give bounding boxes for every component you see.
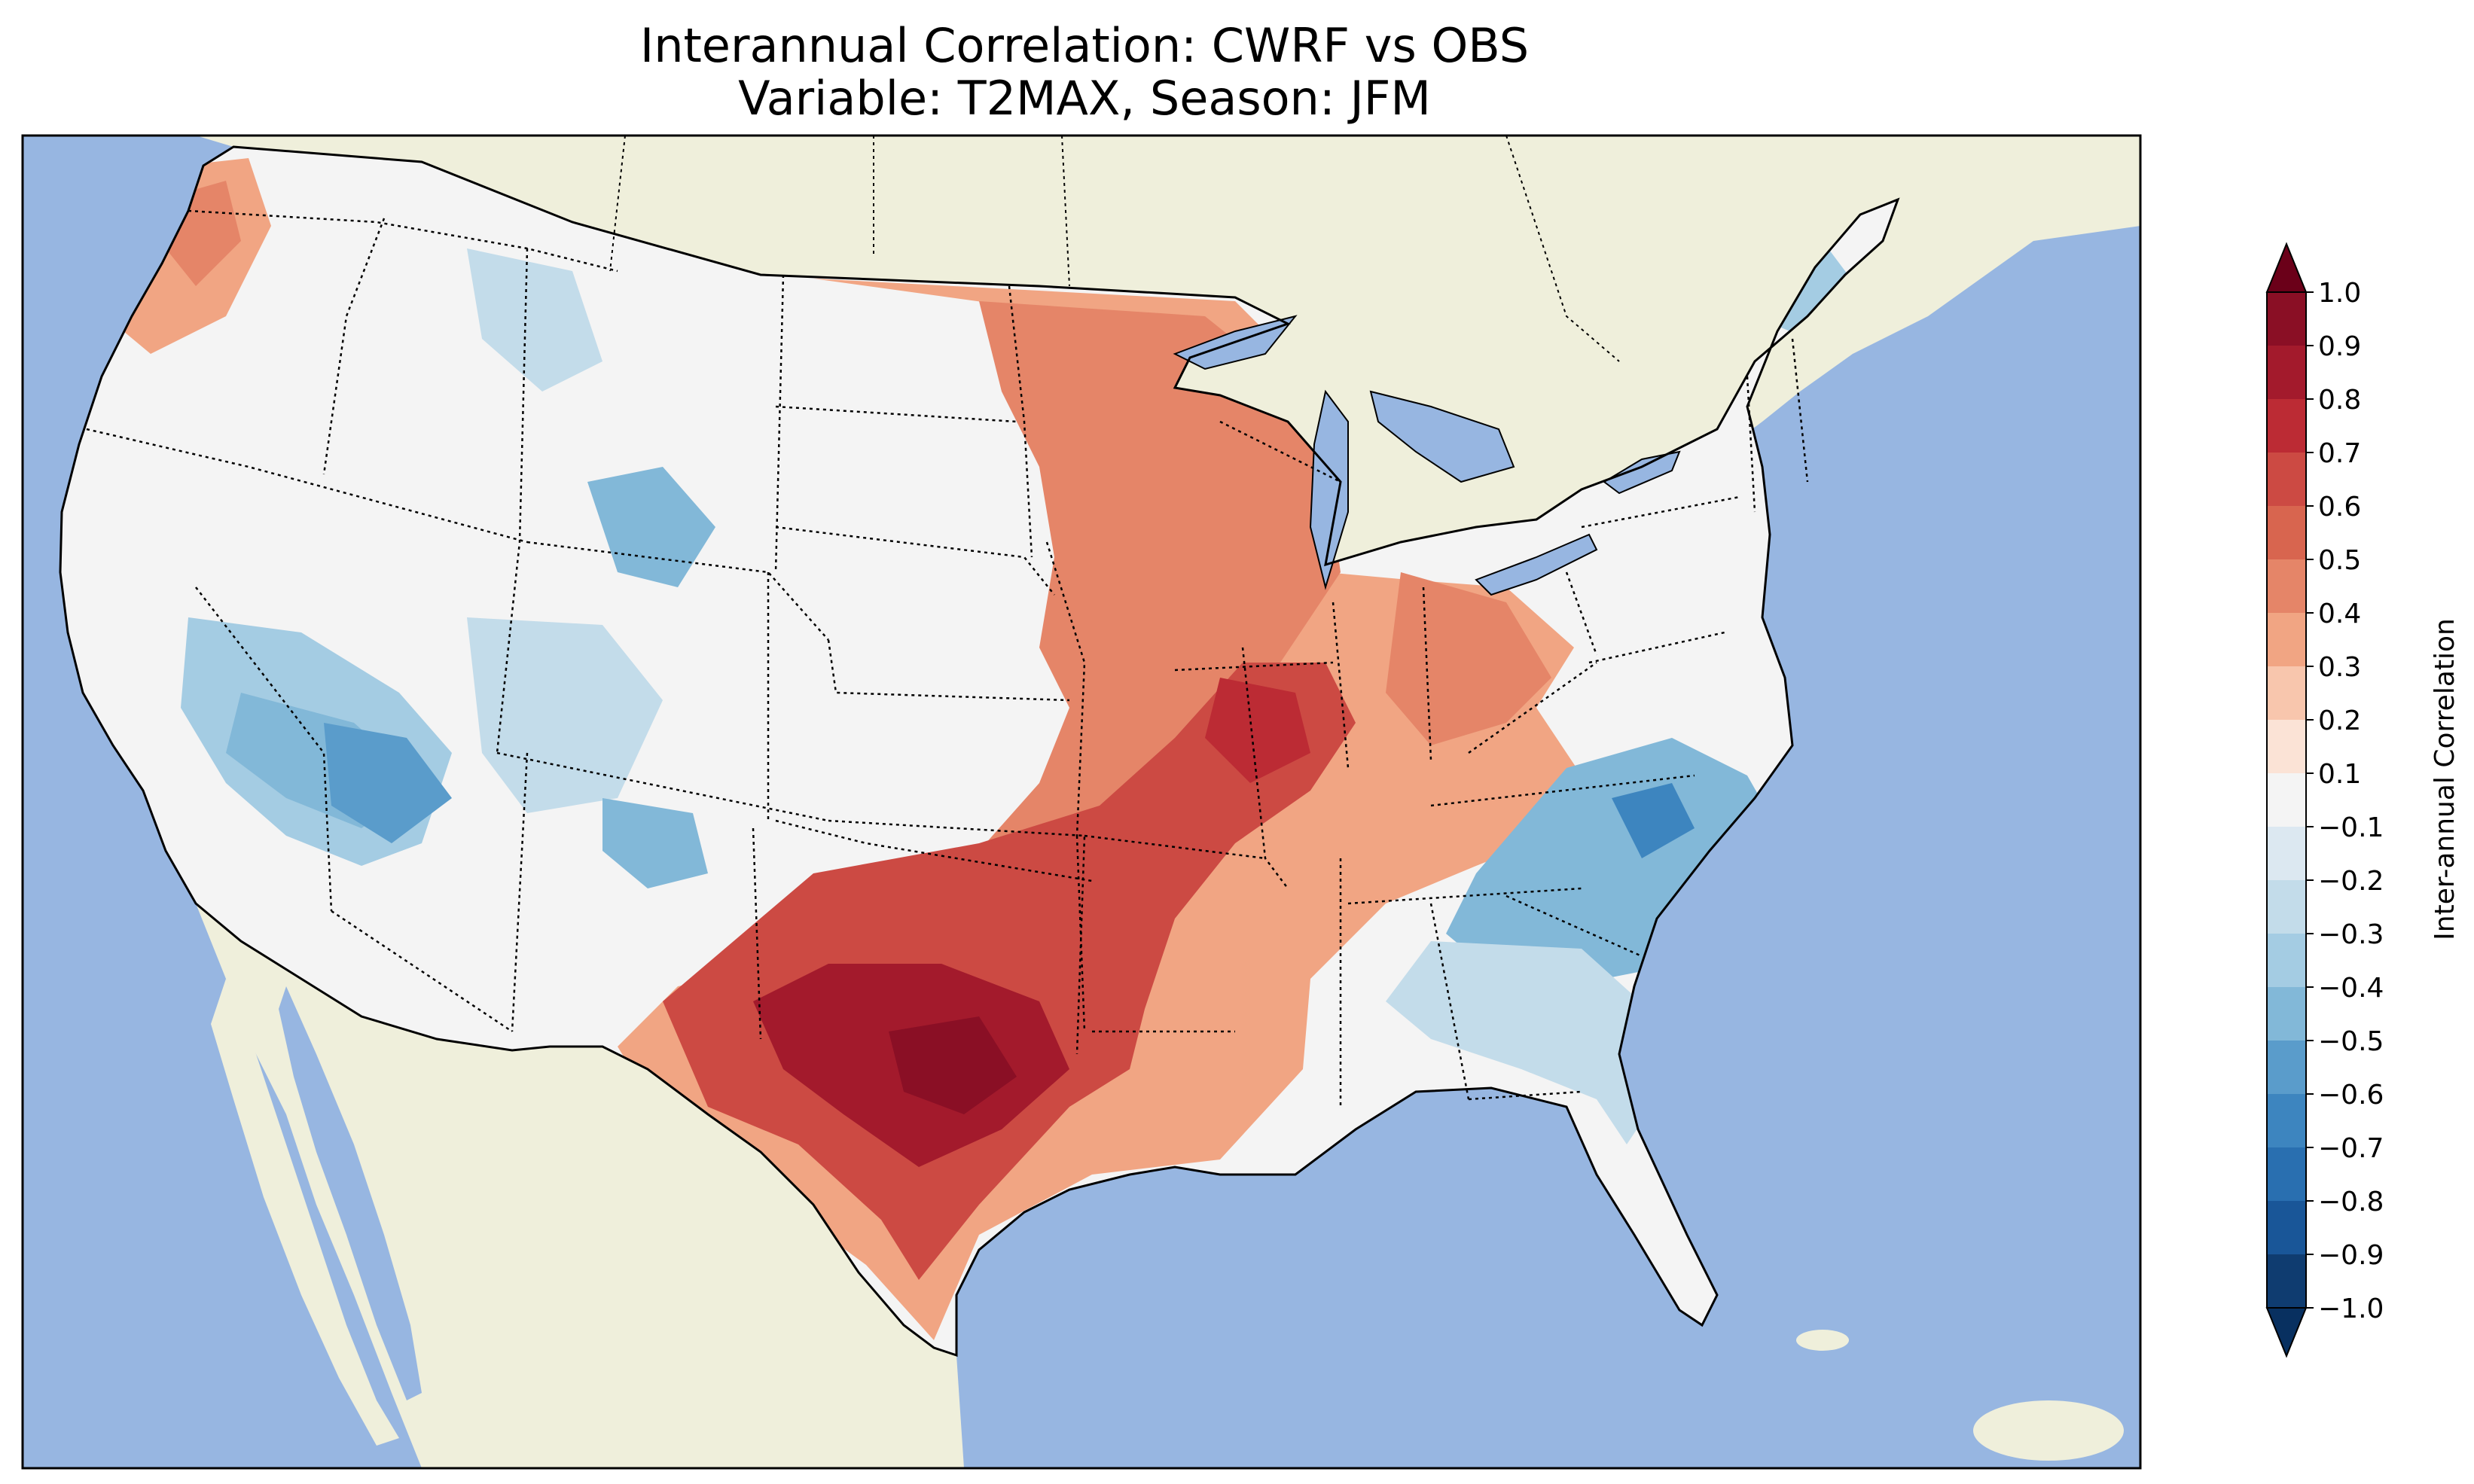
colorbar-tick-label: −0.1 — [2318, 812, 2384, 843]
correlation-region-16 — [1386, 941, 1657, 1144]
colorbar-band — [2267, 1201, 2306, 1255]
colorbar-band — [2267, 399, 2306, 453]
colorbar-band — [2267, 506, 2306, 560]
colorbar-tick-label: 0.9 — [2318, 331, 2361, 362]
colorbar-tick-label: −0.3 — [2318, 919, 2384, 950]
colorbar-band — [2267, 773, 2306, 827]
correlation-region-18 — [467, 617, 663, 813]
colorbar-tick-label: 0.7 — [2318, 438, 2361, 469]
colorbar-label: Inter-annual Correlation — [2430, 618, 2460, 940]
colorbar-tick-label: −0.6 — [2318, 1080, 2384, 1111]
colorbar-tick-label: −1.0 — [2318, 1294, 2384, 1324]
correlation-region-12 — [587, 467, 715, 587]
colorbar: 1.0 0.9 0.8 0.7 0.6 0.5 0.4 0.3 0.2 0.1 −0.1 −0.2 −0… — [2265, 242, 2384, 1358]
lake-ontario — [1603, 450, 1681, 495]
map-frame — [21, 134, 2142, 1470]
colorbar-tick-label: 1.0 — [2318, 278, 2361, 309]
colorbar-tick-label: 0.1 — [2318, 759, 2361, 790]
correlation-region-5 — [663, 663, 1356, 1280]
chart-title-line-2: Variable: T2MAX, Season: JFM — [738, 71, 1431, 126]
colorbar-tick-label: −0.5 — [2318, 1026, 2384, 1057]
colorbar-band — [2267, 666, 2306, 721]
correlation-region-8 — [1205, 678, 1310, 783]
lake-michigan — [1309, 389, 1349, 590]
colorbar-tick-label: 0.4 — [2318, 599, 2361, 629]
colorbar-band — [2267, 1094, 2306, 1148]
colorbar-band — [2267, 292, 2306, 346]
correlation-region-3 — [979, 301, 1341, 873]
colorbar-tick-label: 0.6 — [2318, 492, 2361, 523]
state-borders — [86, 209, 1809, 1107]
colorbar-extend-bottom — [2265, 1307, 2308, 1358]
colorbar-tick-label: −0.9 — [2318, 1240, 2384, 1271]
colorbar-band — [2267, 1147, 2306, 1202]
correlation-region-4 — [1386, 572, 1551, 745]
colorbar-tick-label: −0.7 — [2318, 1133, 2384, 1164]
colorbar-band — [2267, 827, 2306, 881]
baja-peninsula — [211, 979, 399, 1446]
colorbar-band — [2267, 559, 2306, 614]
chart-title-line-1: Interannual Correlation: CWRF vs OBS — [639, 18, 1530, 73]
colorbar-tick-label: 0.5 — [2318, 545, 2361, 576]
colorbar-band — [2267, 1041, 2306, 1095]
colorbar-tick-label: 0.8 — [2318, 385, 2361, 416]
colorbar-band — [2267, 934, 2306, 988]
correlation-region-13 — [467, 248, 602, 392]
lake-huron — [1369, 390, 1515, 483]
colorbar-band — [2267, 987, 2306, 1041]
colorbar-tick-label: −0.4 — [2318, 973, 2384, 1004]
correlation-region-19 — [602, 798, 708, 888]
colorbar-band — [2267, 613, 2306, 667]
correlation-region-15 — [1612, 783, 1695, 858]
colorbar-band — [2267, 720, 2306, 774]
hispaniola-land — [1973, 1400, 2124, 1461]
lake-erie — [1475, 533, 1598, 596]
correlation-region-11 — [324, 723, 452, 843]
colorbar-band — [2267, 346, 2306, 400]
colorbar-band — [2267, 453, 2306, 507]
gulf-of-california — [279, 986, 422, 1400]
colorbar-extend-top — [2265, 242, 2308, 293]
cuba-land — [1796, 1330, 1849, 1351]
colorbar-tick-label: −0.2 — [2318, 866, 2384, 897]
colorbar-band — [2267, 1254, 2306, 1309]
colorbar-tick-label: 0.3 — [2318, 652, 2361, 683]
canada-borders — [609, 136, 1620, 362]
colorbar-tick-label: −0.8 — [2318, 1187, 2384, 1217]
colorbar-band — [2267, 880, 2306, 934]
colorbar-tick-label: 0.2 — [2318, 705, 2361, 736]
correlation-region-7 — [889, 1016, 1017, 1114]
